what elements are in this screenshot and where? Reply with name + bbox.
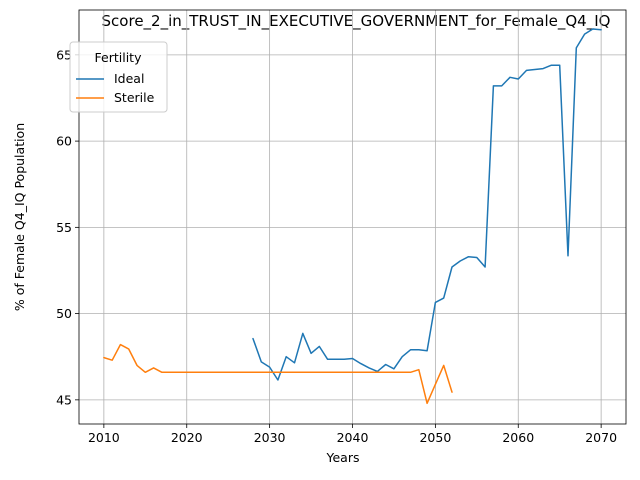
series-line-ideal	[252, 28, 602, 381]
x-axis: 2010 2020 2030 2040 2050 2060 2070	[88, 424, 617, 445]
y-tick-label: 45	[56, 392, 72, 407]
series-layer	[103, 28, 602, 405]
x-tick-label: 2060	[502, 430, 534, 445]
x-tick-label: 2050	[419, 430, 451, 445]
legend: Fertility Ideal Sterile	[69, 41, 168, 113]
x-tick-label: 2070	[585, 430, 617, 445]
series-line-sterile	[103, 343, 453, 405]
y-axis: 45 50 55 60 65	[56, 47, 79, 407]
x-tick-label: 2030	[254, 430, 286, 445]
y-tick-label: 60	[56, 134, 72, 149]
legend-box	[69, 41, 168, 113]
x-tick-label: 2010	[88, 430, 120, 445]
x-tick-label: 2040	[337, 430, 369, 445]
y-tick-label: 50	[56, 306, 72, 321]
legend-title: Fertility	[95, 50, 143, 65]
y-tick-label: 55	[56, 220, 72, 235]
chart-title: Score_2_in_TRUST_IN_EXECUTIVE_GOVERNMENT…	[102, 12, 611, 31]
y-axis-label: % of Female Q4_IQ Population	[12, 123, 27, 311]
x-tick-label: 2020	[171, 430, 203, 445]
legend-label-ideal: Ideal	[114, 71, 144, 86]
x-axis-label: Years	[326, 450, 360, 465]
y-tick-label: 65	[56, 47, 72, 62]
legend-label-sterile: Sterile	[114, 90, 155, 105]
